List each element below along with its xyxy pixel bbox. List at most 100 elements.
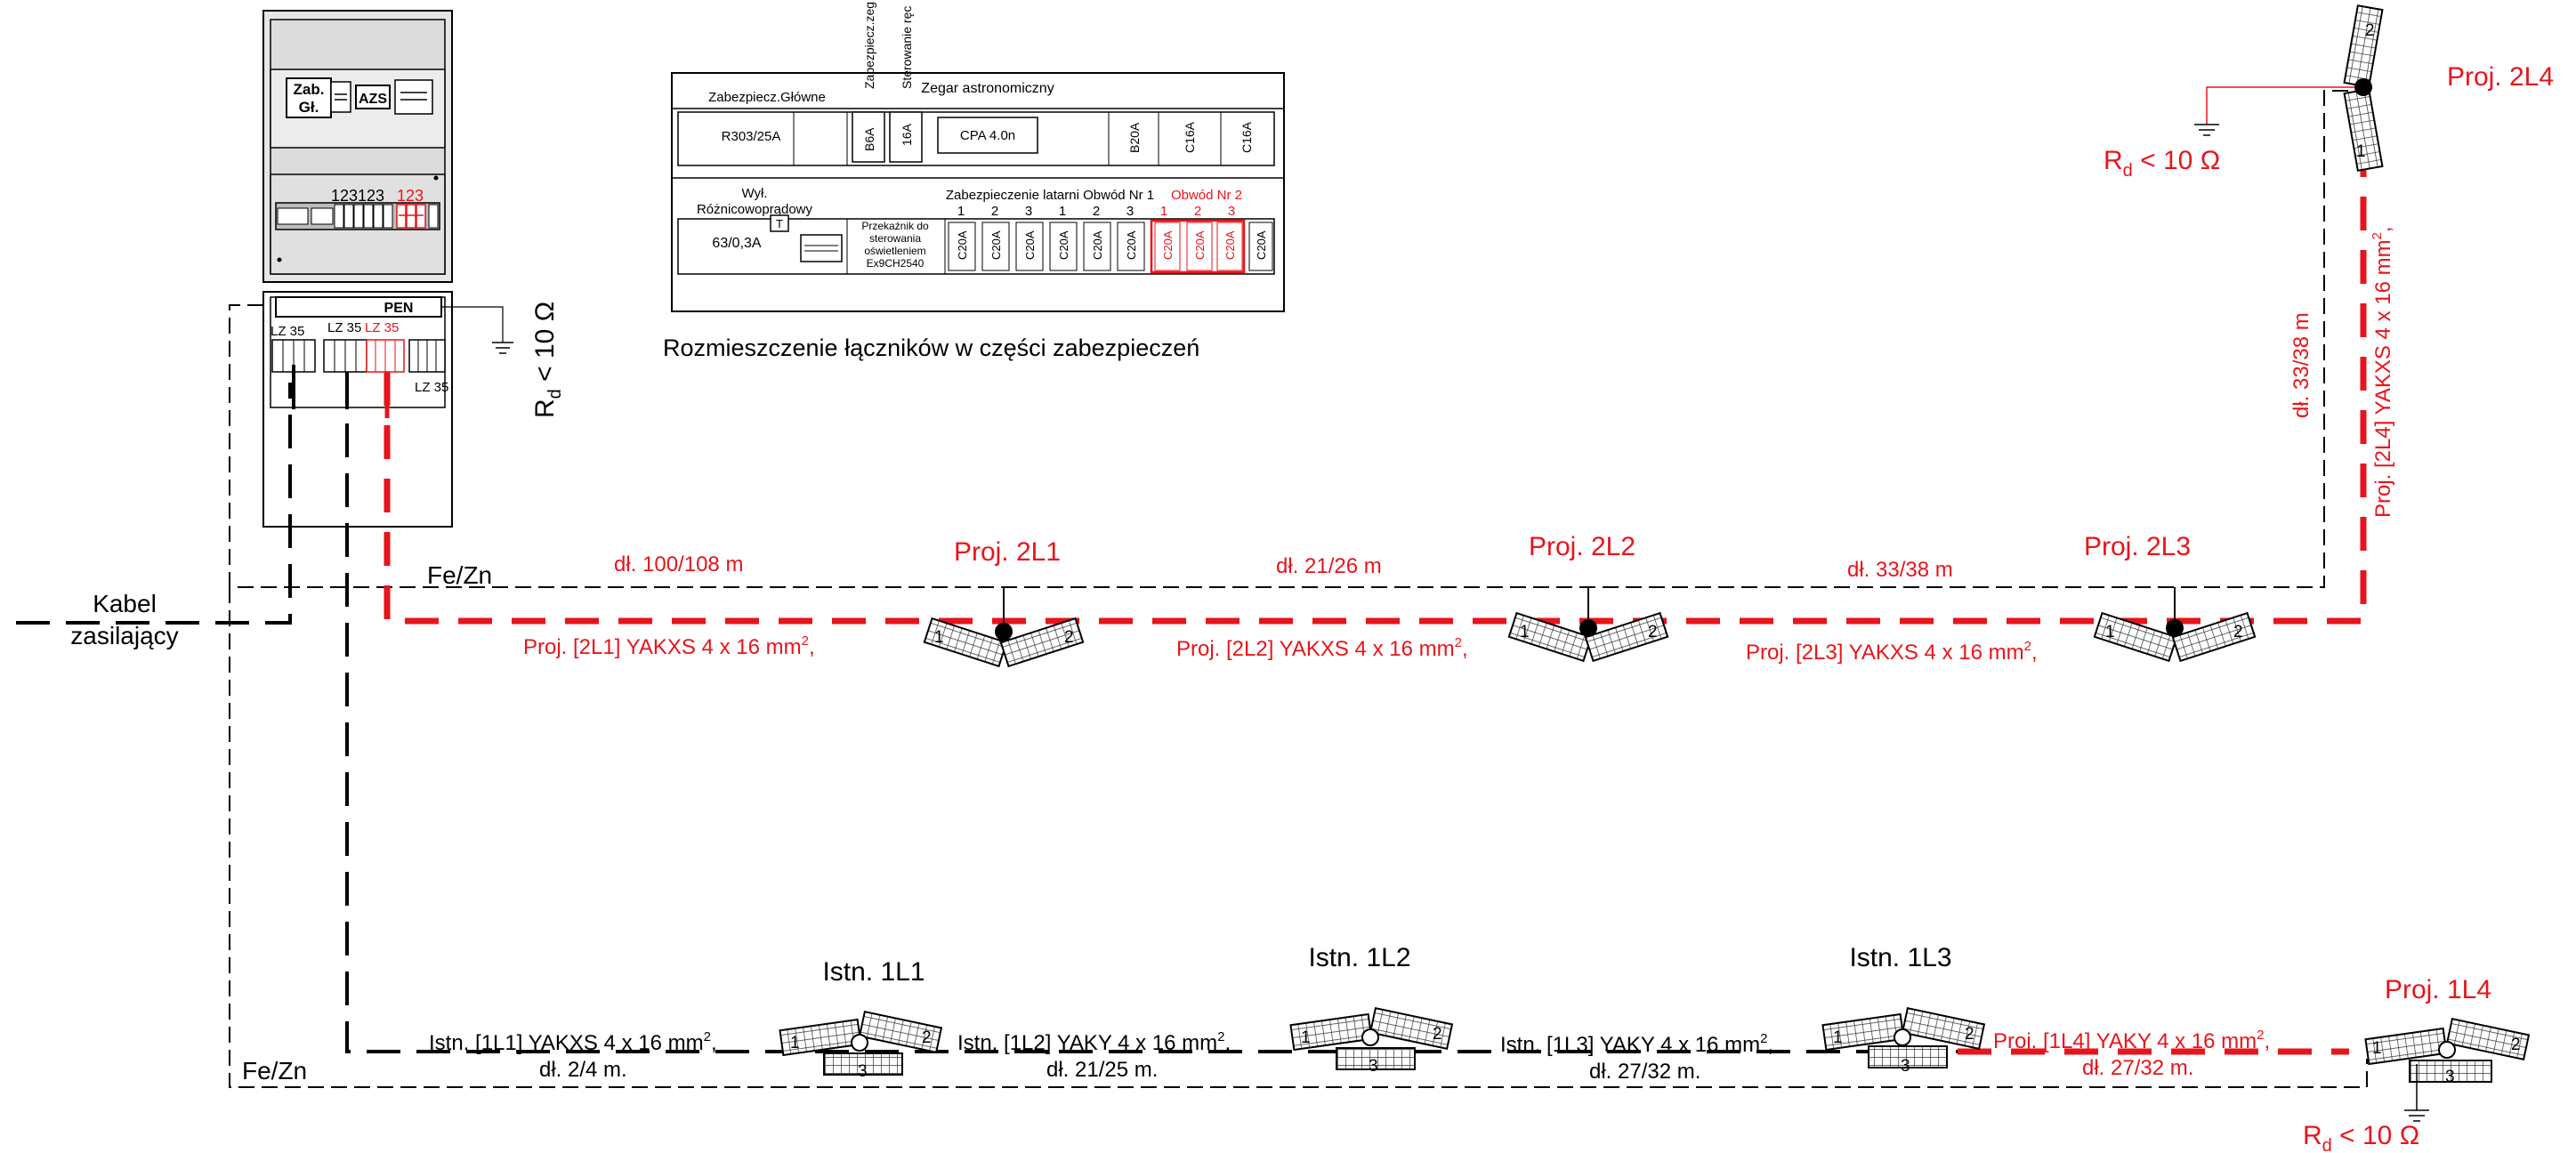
svg-text:2: 2 [1648,623,1658,641]
svg-text:1: 1 [957,204,965,219]
rd-2l4: Rd < 10 Ω [2104,146,2220,181]
svg-text:1: 1 [1301,1028,1311,1047]
pen-bar [275,296,442,318]
terminal-block-4 [408,339,446,373]
svg-text:1: 1 [2356,142,2366,161]
svg-text:2: 2 [922,1028,932,1047]
circuit1-seg1-cable: Istn. [1L1] YAKXS 4 x 16 mm2, [429,1029,717,1055]
svg-text:3: 3 [1025,204,1032,219]
svg-text:1: 1 [1059,204,1066,219]
svg-text:1: 1 [2105,623,2115,641]
svg-text:1: 1 [934,628,944,647]
lamp-1l1: 1 2 3 [779,1011,942,1081]
svg-text:3: 3 [1369,1057,1378,1076]
terminal-block-2 [323,339,367,373]
circuit1-feeder [345,374,1958,1053]
earth-label-bottom: Fe/Zn [242,1057,307,1084]
circuit2-seg3-cable: Proj. [2L3] YAKXS 4 x 16 mm2, [1746,639,2038,665]
circuit2-seg1-cable: Proj. [2L1] YAKXS 4 x 16 mm2, [523,633,815,659]
legend-circuit-numbers: 1 2 3 1 2 3 1 2 3 [957,204,1235,219]
legend-circuit2-header: Obwód Nr 2 [1171,188,1242,203]
svg-text:C20A: C20A [956,230,969,260]
legend-header-clock: Zegar astronomiczny [921,81,1054,96]
legend-relay-4: Ex9CH2540 [867,257,925,270]
switchboard-cabinet: Zab. Gł. AZS 123123 123 [262,10,513,528]
svg-text:1: 1 [2372,1039,2382,1058]
circuit1-seg3-length: dł. 27/32 m. [1589,1060,1700,1084]
svg-text:2: 2 [2365,21,2375,40]
proj-1l4-label: Proj. 1L4 [2385,975,2491,1004]
circuit1-seg4-cable: Proj. [1L4] YAKY 4 x 16 mm2, [1993,1028,2270,1053]
svg-text:3: 3 [1228,204,1235,219]
legend-fuses-circuit2: C20A C20A C20A [1150,219,1246,274]
svg-text:C20A: C20A [1193,230,1207,260]
pen-label: PEN [384,301,414,316]
rd-1l4: Rd < 10 Ω [2303,1121,2419,1153]
legend-header-main: Zabezpiecz.Główne [708,90,826,105]
circuit2-seg2-length: dł. 21/26 m [1276,554,1382,578]
circuit2-seg1-length: dł. 100/108 m [614,552,743,576]
lz-label-3: LZ 35 [365,320,399,335]
cabinet-row-numbers-red: 123 [397,187,424,205]
circuit2-cable [384,125,2367,625]
supply-label-2: zasilający [70,622,178,649]
svg-text:C20A: C20A [1091,230,1104,260]
legend-b20a: B20A [1127,122,1142,153]
circuit1-seg2-length: dł. 21/25 m. [1046,1058,1158,1082]
proj-2l1-label: Proj. 2L1 [954,537,1061,567]
legend-relay-2: sterowania [869,232,921,245]
earth-wire-top [229,90,2349,588]
svg-text:3: 3 [2445,1068,2455,1086]
legend-header-vertical-1: Zabezpiecz.zeg [862,2,876,89]
legend-rcd-label-1: Wył. [741,186,767,201]
svg-text:3: 3 [1126,204,1134,219]
circuit2-seg3-length: dł. 33/38 m [1847,558,1953,582]
proj-2l2-label: Proj. 2L2 [1529,532,1635,561]
legend-16a: 16A [900,123,914,146]
legend-rcd-t: T [776,217,783,230]
legend-main-value: R303/25A [722,129,781,144]
svg-text:2: 2 [2233,623,2243,641]
circuit1-seg1-length: dł. 2/4 m. [539,1058,627,1082]
legend-c16a-1: C16A [1183,121,1197,153]
legend-b6a: B6A [862,127,876,151]
azs-box [355,85,391,109]
earth-label-top: Fe/Zn [427,561,492,589]
main-switch-label-2: Gł. [299,99,319,116]
supply-cable [16,365,295,625]
legend-circuit1-header: Zabezpieczenie latarni Obwód Nr 1 [946,188,1154,203]
lz-label-2: LZ 35 [327,320,361,335]
earth-wire-bottom [229,587,2368,1088]
legend-fuse-last: C20A [1255,230,1268,260]
lz-label-4: LZ 35 [415,380,448,395]
svg-text:C20A: C20A [1057,230,1070,260]
svg-text:1: 1 [1520,623,1530,641]
cabinet-row-numbers-black: 123123 [331,187,384,205]
breaker-row-black [334,204,393,229]
lamp-2l1: 1 2 [923,587,1085,667]
circuit1-seg3-cable: Istn. [1L3] YAKY 4 x 16 mm2, [1500,1031,1773,1057]
legend-relay-1: Przekaźnik do [861,220,929,232]
circuit1-seg2-cable: Istn. [1L2] YAKY 4 x 16 mm2, [957,1029,1231,1055]
legend-rcd-value: 63/0,3A [712,236,761,251]
main-switch-label-1: Zab. [294,81,325,98]
svg-text:3: 3 [1901,1057,1910,1076]
lamp-1l3: 1 2 3 [1821,1007,1985,1076]
lamp-1l2: 1 2 3 [1289,1007,1453,1076]
circuit1-seg4-length: dł. 27/32 m. [2082,1056,2193,1080]
azs-label: AZS [359,92,387,107]
svg-text:3: 3 [858,1062,868,1081]
circuit2-seg4-cable: Proj. [2L4] YAKXS 4 x 16 mm2, [2370,226,2395,518]
legend-c16a-2: C16A [1240,121,1254,153]
lz-label-1: LZ 35 [271,324,304,339]
svg-text:2: 2 [1433,1025,1442,1044]
terminal-block-3-red [366,339,405,373]
legend-rcd-label-2: Różnicowoprądowy [697,202,813,217]
legend-fuses-circuit1: C20A C20A C20A C20A C20A C20A [948,222,1145,271]
svg-text:C20A: C20A [1023,230,1037,260]
legend-relay-3: oświetleniem [864,245,925,257]
svg-text:C20A: C20A [1161,230,1175,260]
svg-text:C20A: C20A [1125,230,1138,260]
svg-text:2: 2 [1965,1025,1974,1044]
